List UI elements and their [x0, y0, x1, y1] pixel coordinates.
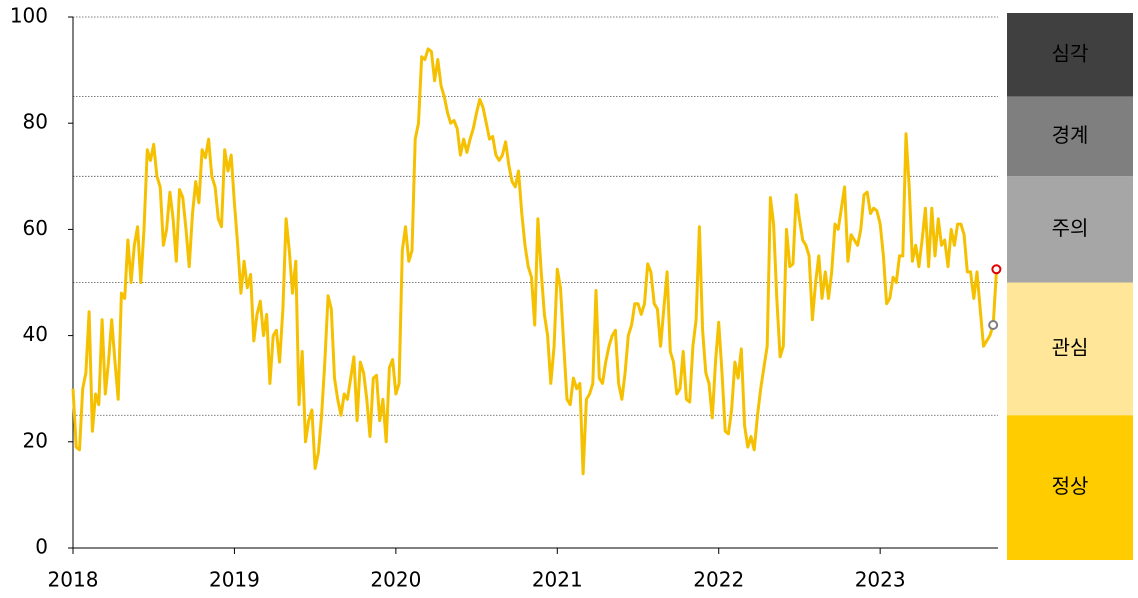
- marker: [988, 319, 999, 330]
- y-tick-label: 60: [23, 216, 48, 240]
- x-tick-label: 2023: [855, 568, 906, 592]
- marker: [991, 264, 1002, 275]
- band-label: 심각: [1052, 41, 1089, 65]
- band-box: [1007, 13, 1133, 97]
- band-label: 관심: [1052, 335, 1089, 359]
- y-tick-label: 40: [23, 322, 48, 346]
- data-line: [71, 47, 998, 476]
- y-tick-label: 100: [10, 4, 48, 28]
- y-tick-label: 20: [23, 428, 48, 452]
- x-tick-label: 2020: [370, 568, 421, 592]
- x-tick-label: 2019: [209, 568, 260, 592]
- x-tick-label: 2022: [693, 568, 744, 592]
- band-box: [1007, 96, 1133, 177]
- band-label: 주의: [1052, 216, 1089, 240]
- band-box: [1007, 282, 1133, 416]
- x-tick-label: 2021: [532, 568, 583, 592]
- band-box: [1007, 415, 1133, 560]
- band-label: 정상: [1052, 474, 1089, 498]
- x-tick-label: 2018: [48, 568, 99, 592]
- band-box: [1007, 176, 1133, 283]
- y-tick-label: 80: [23, 110, 48, 134]
- y-tick-label: 0: [35, 535, 48, 559]
- band-label: 경계: [1052, 123, 1089, 147]
